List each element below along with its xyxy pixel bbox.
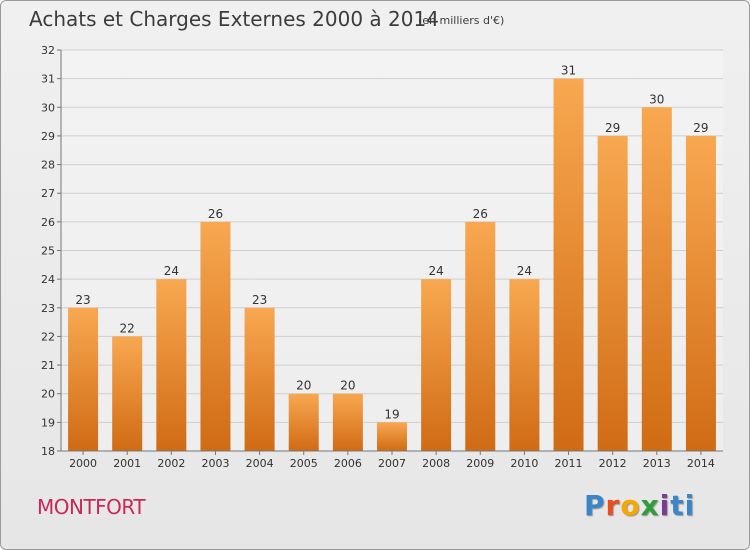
bar-2000 xyxy=(68,307,99,451)
data-label-2001: 22 xyxy=(120,321,135,335)
y-tick-label: 32 xyxy=(41,44,55,57)
y-tick-label: 19 xyxy=(41,416,55,429)
y-tick-label: 23 xyxy=(41,302,55,315)
x-tick-label-2007: 2007 xyxy=(378,457,406,470)
y-tick-label: 18 xyxy=(41,445,55,458)
x-tick-label-2009: 2009 xyxy=(466,457,494,470)
y-tick-label: 20 xyxy=(41,388,55,401)
bar-2008 xyxy=(421,279,452,451)
data-label-2002: 24 xyxy=(164,264,179,278)
y-tick-label: 21 xyxy=(41,359,55,372)
bar-2005 xyxy=(288,393,319,451)
data-label-2009: 26 xyxy=(473,207,488,221)
bar-2010 xyxy=(509,279,540,451)
x-tick-label-2000: 2000 xyxy=(69,457,97,470)
x-tick-label-2004: 2004 xyxy=(246,457,274,470)
data-label-2003: 26 xyxy=(208,207,223,221)
data-label-2014: 29 xyxy=(693,121,708,135)
y-tick-label: 25 xyxy=(41,245,55,258)
bar-2007 xyxy=(377,422,407,451)
data-label-2011: 31 xyxy=(561,64,576,78)
bar-2013 xyxy=(641,107,672,452)
bar-2014 xyxy=(685,135,716,451)
proxiti-logo: Proxiti xyxy=(584,489,696,522)
axes xyxy=(57,49,723,455)
y-tick-label: 26 xyxy=(41,216,55,229)
data-label-2004: 23 xyxy=(252,293,267,307)
y-tick-label: 29 xyxy=(41,130,55,143)
data-label-2006: 20 xyxy=(340,379,355,393)
x-tick-label-2001: 2001 xyxy=(113,457,141,470)
x-tick-label-2003: 2003 xyxy=(201,457,229,470)
y-tick-label: 22 xyxy=(41,330,55,343)
x-tick-label-2002: 2002 xyxy=(157,457,185,470)
commune-name: MONTFORT xyxy=(37,495,146,519)
y-tick-label: 28 xyxy=(41,159,55,172)
labels: 18 19 20 21 22 23 24 25 26 27 28 29 30 31 32 23 2000 22 20… xyxy=(41,44,715,470)
x-tick-label-2008: 2008 xyxy=(422,457,450,470)
data-label-2012: 29 xyxy=(605,121,620,135)
x-tick-label-2014: 2014 xyxy=(687,457,715,470)
y-tick-label: 24 xyxy=(41,273,55,286)
x-tick-label-2006: 2006 xyxy=(334,457,362,470)
data-label-2007: 19 xyxy=(384,407,399,421)
bar-2009 xyxy=(465,221,496,451)
bar-2003 xyxy=(200,221,231,451)
bar-2006 xyxy=(332,393,363,451)
bar-2012 xyxy=(597,135,628,451)
x-tick-label-2005: 2005 xyxy=(290,457,318,470)
chart-title: Achats et Charges Externes 2000 à 2014 xyxy=(29,7,439,31)
bars xyxy=(68,78,716,452)
data-label-2008: 24 xyxy=(428,264,443,278)
x-tick-label-2012: 2012 xyxy=(599,457,627,470)
data-label-2010: 24 xyxy=(517,264,532,278)
x-tick-label-2010: 2010 xyxy=(510,457,538,470)
bar-2001 xyxy=(112,336,143,451)
bar-2002 xyxy=(156,279,187,451)
bar-2011 xyxy=(553,78,584,452)
chart-subtitle: (en milliers d'€) xyxy=(418,14,505,27)
data-label-2005: 20 xyxy=(296,379,311,393)
bar-2004 xyxy=(244,307,275,451)
y-tick-label: 27 xyxy=(41,187,55,200)
y-tick-label: 30 xyxy=(41,101,55,114)
y-tick-label: 31 xyxy=(41,73,55,86)
x-tick-label-2011: 2011 xyxy=(555,457,583,470)
data-label-2000: 23 xyxy=(75,293,90,307)
data-label-2013: 30 xyxy=(649,92,664,106)
x-tick-label-2013: 2013 xyxy=(643,457,671,470)
